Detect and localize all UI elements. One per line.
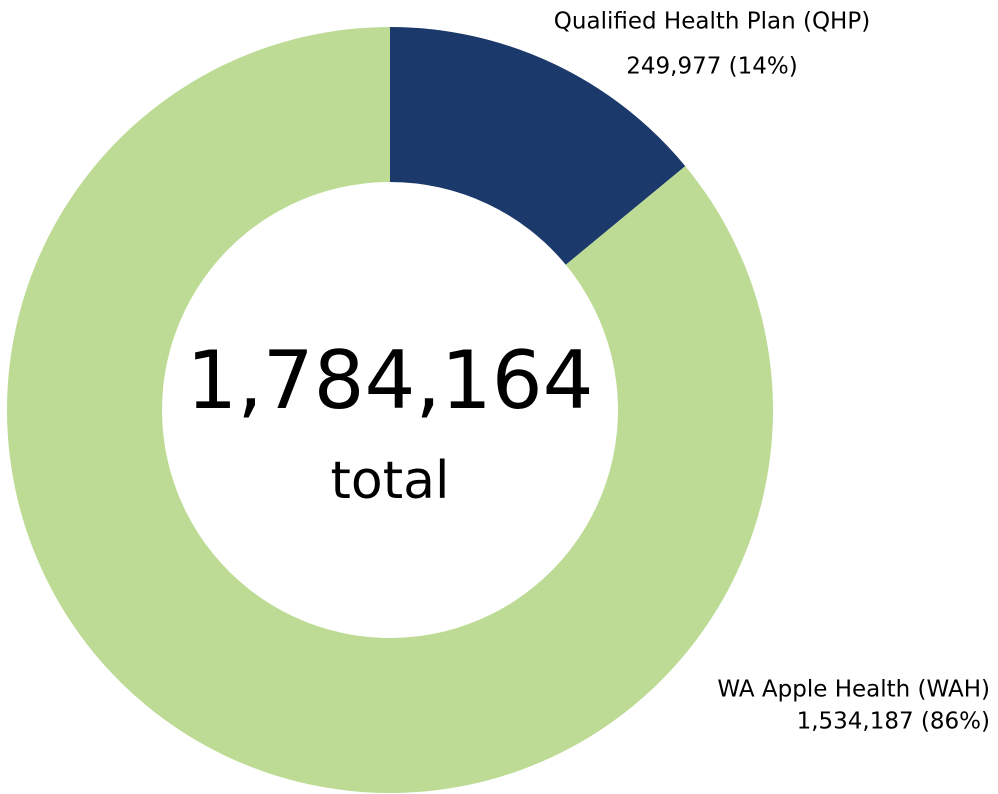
donut-slice bbox=[390, 27, 686, 265]
slice-category-label: WA Apple Health (WAH) bbox=[717, 677, 990, 703]
center-sublabel: total bbox=[331, 451, 450, 511]
donut-slice bbox=[7, 27, 773, 794]
slice-category-label: Qualified Health Plan (QHP) bbox=[554, 9, 870, 35]
center-label: 1,784,164 bbox=[186, 334, 593, 427]
slice-value-label: 249,977 (14%) bbox=[626, 54, 798, 80]
slice-value-label: 1,534,187 (86%) bbox=[797, 709, 990, 735]
